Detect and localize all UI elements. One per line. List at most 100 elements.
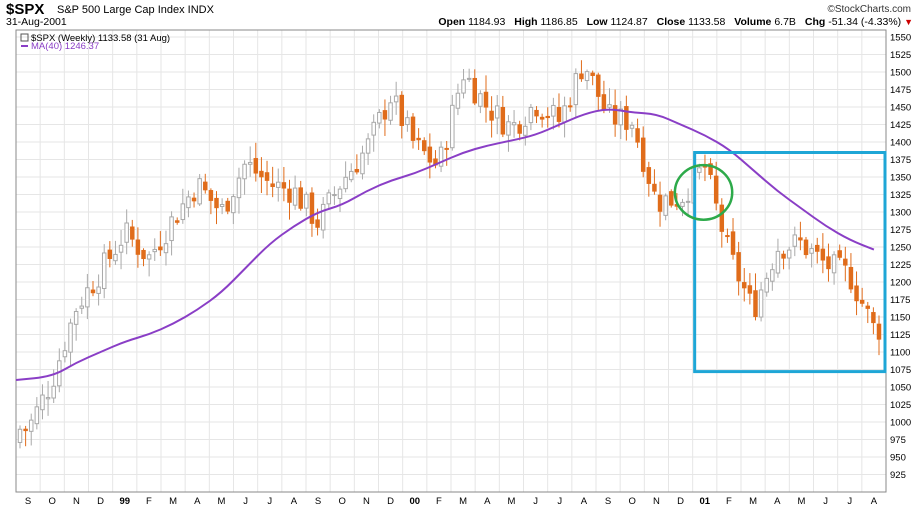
candle-body [23,428,28,432]
candle-body [551,104,556,117]
y-tick-label: 1275 [890,225,911,236]
highlight-circle [673,163,734,221]
candle-body [859,299,865,304]
candle-body [792,234,798,247]
candle-body [573,73,579,106]
candle-body [28,419,34,432]
high-label: High [514,16,538,28]
down-arrow-icon: ▼ [904,17,913,27]
candle-body [34,406,40,425]
candle-body [478,93,483,107]
x-tick-label: J [557,496,562,507]
close-value: 1133.58 [688,16,726,28]
candle-body [225,200,230,212]
x-tick-label: F [726,496,732,507]
y-tick-label: 1000 [890,418,911,429]
legend-swatch-price [20,33,29,42]
candle-body [287,188,292,203]
candle-body [163,243,169,254]
index-name: S&P 500 Large Cap Index INDX [57,4,214,16]
chart-header: $SPX S&P 500 Large Cap Index INDX ©Stock… [6,1,913,18]
y-tick-label: 1400 [890,138,911,149]
candle-body [624,106,629,130]
y-tick-label: 1100 [890,348,910,359]
candle-body [427,146,433,163]
candle-body [528,106,534,124]
brand-label: ©StockCharts.com [827,4,911,15]
x-tick-label: J [533,496,538,507]
x-tick-label: S [315,496,321,507]
y-tick-label: 1175 [890,295,910,306]
candle-body [236,177,242,199]
candle-body [657,194,663,212]
candle-body [747,285,753,294]
candle-body [343,176,348,190]
y-tick-label: 1200 [890,278,911,289]
candle-body [511,122,517,126]
candle-body [517,124,522,134]
candle-body [51,385,56,399]
candle-body [377,111,382,124]
candle-body [461,79,466,94]
candle-body [304,193,309,209]
x-tick-label: N [363,496,370,507]
candle-body [365,138,371,154]
candle-body [79,305,84,309]
candle-body [584,71,590,82]
candle-body [292,187,298,206]
volume-label: Volume [734,16,772,28]
ma-series [15,108,875,381]
volume-value: 6.7B [774,16,796,28]
candle-body [669,191,674,206]
x-tick-label: S [605,496,611,507]
candle-body [388,102,393,121]
x-tick-label: F [436,496,442,507]
candle-body [360,152,365,175]
low-label: Low [586,16,608,28]
candle-body [562,105,567,123]
candle-body [809,248,814,254]
candle-body [174,220,180,223]
candle-body [489,110,494,121]
y-tick-label: 1500 [890,68,911,79]
y-tick-label: 1325 [890,190,911,201]
candle-body [596,74,601,97]
candle-body [320,203,326,231]
candle-body [191,197,197,202]
candle-body [354,169,360,173]
open-label: Open [438,16,466,28]
candle-body [730,231,736,255]
chg-label: Chg [804,16,826,28]
low-value: 1124.87 [610,16,648,28]
ticker-symbol: $SPX [6,1,45,18]
candle-body [264,172,270,181]
x-axis: S O N D 99 F M A M J J A S O N D 00 F M A M J J A S O N D 01 F M A M J J A [25,496,878,507]
x-tick-label: A [871,496,878,507]
candle-body [247,161,253,165]
candle-body [848,266,854,290]
candle-body [579,73,584,80]
candle-body [90,289,96,294]
x-tick-label: A [291,496,298,507]
candle-body [500,107,506,135]
candle-body [276,181,281,188]
candle-body [607,104,612,108]
y-tick-label: 1125 [890,330,910,341]
candle-body [455,92,461,109]
candle-body [45,397,51,400]
candle-body [146,254,152,260]
y-tick-label: 1025 [890,400,911,411]
x-tick-label: J [823,496,828,507]
candle-body [315,219,320,228]
candle-body [831,254,837,274]
candle-body [298,187,303,209]
candle-body [242,163,247,180]
candle-body [326,192,332,205]
candle-body [663,195,668,216]
x-tick-label: M [217,496,225,507]
x-tick-label: M [459,496,467,507]
y-tick-label: 1050 [890,383,911,394]
y-tick-label: 1075 [890,365,911,376]
candle-body [567,105,573,108]
